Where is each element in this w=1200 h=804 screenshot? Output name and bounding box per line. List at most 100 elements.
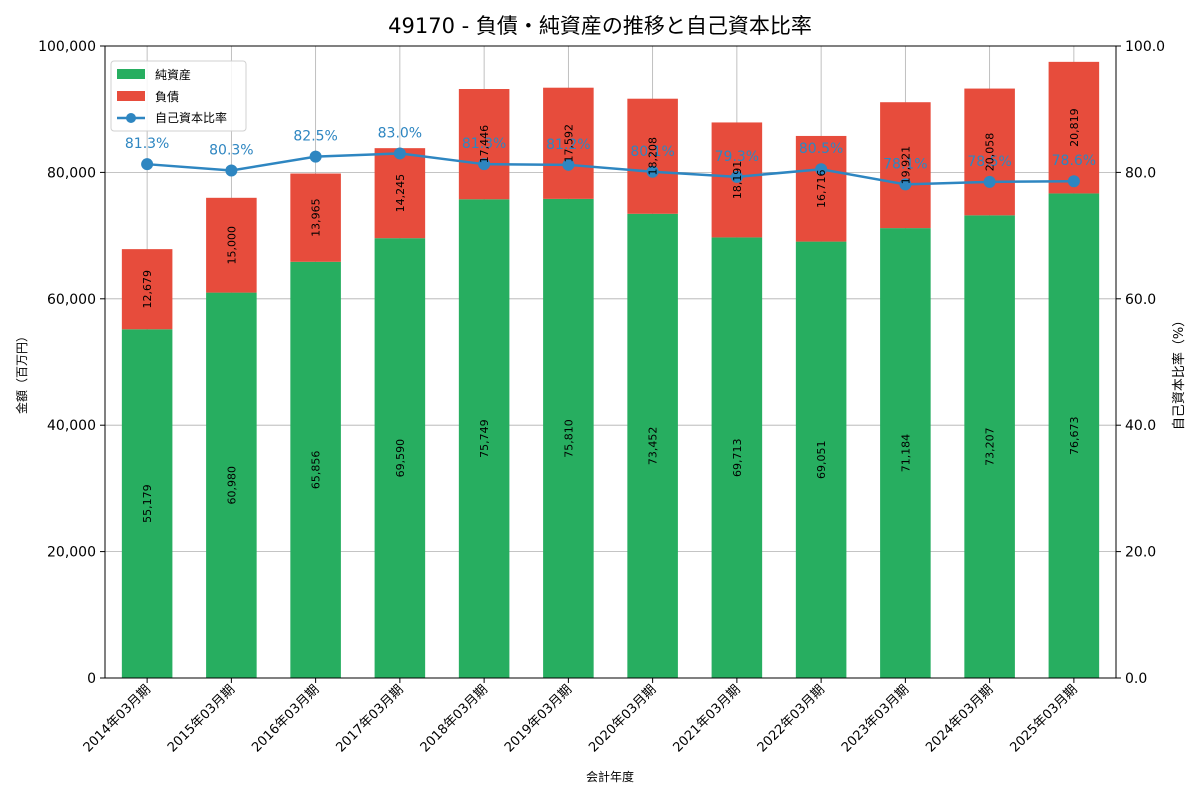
ratio-label: 81.3% [462, 136, 506, 152]
y-axis-right: 0.0 20.0 40.0 60.0 80.0 100.0 [1116, 39, 1165, 687]
bar-net-assets [627, 213, 678, 678]
ratio-point [478, 158, 491, 171]
ratio-line: 81.3% 80.3% 82.5% 83.0% 81.3% 81.2% 80.1% 79.3%… [125, 125, 1096, 191]
y-tick-label: 100,000 [38, 39, 96, 55]
bar-label-liabilities: 18,208 [647, 137, 660, 176]
y-tick-label: 20,000 [47, 545, 96, 561]
bar-liabilities [290, 173, 341, 262]
legend-swatch-net-assets [117, 69, 145, 79]
y-axis-left: 0 20,000 40,000 60,000 80,000 100,000 [38, 39, 105, 687]
bar-net-assets [964, 215, 1015, 678]
bar-liabilities [1048, 61, 1100, 194]
x-tick-label: 2022年03月期 [755, 682, 828, 755]
x-tick-label: 2016年03月期 [249, 682, 322, 755]
x-axis: 2014年03月期 2015年03月期 2016年03月期 2017年03月期 2018… [81, 678, 1081, 756]
ratio-label: 80.1% [630, 144, 674, 160]
ratio-point [646, 165, 659, 178]
ratio-point [141, 158, 154, 171]
x-tick-label: 2025年03月期 [1007, 682, 1080, 755]
ratio-label: 79.3% [715, 149, 759, 165]
bar-liabilities [121, 249, 173, 330]
y2-tick-label: 100.0 [1125, 39, 1165, 55]
ratio-label: 82.5% [293, 129, 337, 145]
bar-label-liabilities: 20,819 [1068, 108, 1081, 147]
bar-liabilities [206, 197, 257, 293]
bar-net-assets [206, 292, 257, 678]
bar-label-net-assets: 69,590 [394, 439, 407, 478]
bar-net-assets [374, 238, 426, 678]
ratio-point [899, 178, 912, 191]
legend-swatch-liabilities [117, 91, 145, 101]
bar-label-liabilities: 17,446 [478, 125, 491, 164]
y2-tick-label: 80.0 [1125, 165, 1156, 181]
x-tick-label: 2023年03月期 [839, 682, 912, 755]
bar-label-net-assets: 76,673 [1068, 416, 1081, 455]
x-tick-label: 2017年03月期 [333, 682, 406, 755]
bar-label-liabilities: 19,921 [899, 146, 912, 185]
bar-label-net-assets: 69,051 [815, 441, 828, 480]
ratio-point [225, 164, 238, 177]
bar-label-net-assets: 75,749 [478, 419, 491, 458]
ratio-point [1067, 175, 1080, 188]
chart-title: 49170 - 負債・純資産の推移と自己資本比率 [388, 14, 812, 38]
ratio-label: 78.1% [883, 156, 927, 172]
bar-label-liabilities: 13,965 [310, 198, 323, 237]
bar-label-net-assets: 71,184 [899, 434, 912, 473]
x-tick-label: 2019年03月期 [502, 682, 575, 755]
y-tick-label: 60,000 [47, 292, 96, 308]
bar-net-assets [121, 329, 173, 678]
bar-label-liabilities: 14,245 [394, 174, 407, 213]
plot-frame [104, 45, 1117, 679]
y2-axis-label: 自己資本比率（%） [1171, 314, 1187, 430]
bar-net-assets [458, 199, 510, 678]
x-axis-label: 会計年度 [586, 769, 634, 784]
legend-label-liabilities: 負債 [155, 89, 179, 104]
bar-label-net-assets: 55,179 [141, 484, 154, 523]
y2-tick-label: 0.0 [1125, 671, 1147, 687]
ratio-label: 81.3% [125, 136, 169, 152]
bar-label-net-assets: 69,713 [731, 438, 744, 477]
x-tick-label: 2015年03月期 [165, 682, 238, 755]
ratio-label: 80.5% [799, 141, 843, 157]
ratio-label: 80.3% [209, 143, 253, 159]
bar-label-net-assets: 73,452 [647, 427, 660, 466]
bar-label-liabilities: 15,000 [225, 226, 238, 265]
y2-tick-label: 20.0 [1125, 545, 1156, 561]
bar-net-assets [543, 198, 594, 678]
bar-label-net-assets: 75,810 [562, 419, 575, 458]
bar-label-net-assets: 60,980 [225, 466, 238, 505]
bar-label-liabilities: 18,191 [731, 161, 744, 200]
bar-label-net-assets: 65,856 [310, 451, 323, 490]
bar-liabilities [374, 148, 426, 239]
x-tick-label: 2024年03月期 [923, 682, 996, 755]
bar-label-net-assets: 73,207 [984, 427, 997, 466]
ratio-label: 81.2% [546, 137, 590, 153]
ratio-label: 83.0% [378, 125, 422, 141]
y-tick-label: 0 [87, 671, 96, 687]
x-tick-label: 2020年03月期 [586, 682, 659, 755]
bar-net-assets [1048, 193, 1100, 678]
y2-tick-label: 40.0 [1125, 418, 1156, 434]
bar-net-assets [795, 241, 847, 678]
bar-liabilities [880, 102, 931, 229]
ratio-point [309, 150, 322, 163]
legend-swatch-ratio-marker [126, 113, 136, 123]
bar-label-liabilities: 12,679 [141, 270, 154, 309]
bar-net-assets [711, 237, 763, 679]
bar-liabilities [627, 98, 678, 214]
bar-liabilities [543, 87, 594, 199]
y-tick-label: 40,000 [47, 418, 96, 434]
ratio-point [730, 170, 743, 183]
bar-liabilities [795, 135, 847, 242]
bar-liabilities [458, 89, 510, 200]
ratio-point [393, 147, 406, 160]
x-tick-label: 2014年03月期 [81, 682, 154, 755]
x-tick-label: 2021年03月期 [670, 682, 743, 755]
bar-label-liabilities: 16,716 [815, 170, 828, 209]
y-axis-label: 金額（百万円） [14, 330, 29, 414]
data-labels: 55,179 12,679 60,980 15,000 65,856 13,965 69,5… [141, 108, 1081, 522]
ratio-label: 78.6% [1052, 153, 1096, 169]
